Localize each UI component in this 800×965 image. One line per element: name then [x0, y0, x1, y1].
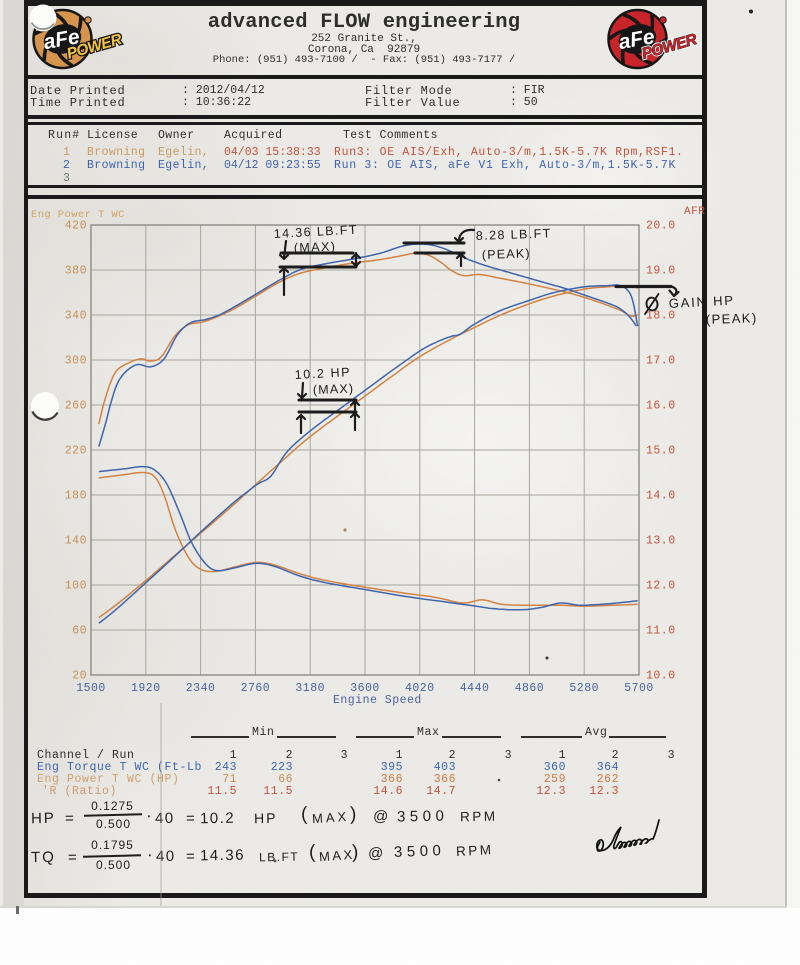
- svg-text:10.2 HP: 10.2 HP: [294, 365, 351, 382]
- svg-text:(MAX): (MAX): [294, 240, 337, 255]
- svg-text:8.28 LB.FT: 8.28 LB.FT: [476, 226, 552, 243]
- svg-text:(PEAK): (PEAK): [482, 246, 531, 262]
- svg-text:14.36 LB.FT: 14.36 LB.FT: [273, 223, 358, 241]
- svg-text:(MAX): (MAX): [313, 382, 355, 397]
- svg-text:aFe: aFe: [42, 25, 82, 54]
- svg-text:GAIN HP: GAIN HP: [668, 293, 735, 311]
- svg-text:(PEAK): (PEAK): [706, 310, 758, 327]
